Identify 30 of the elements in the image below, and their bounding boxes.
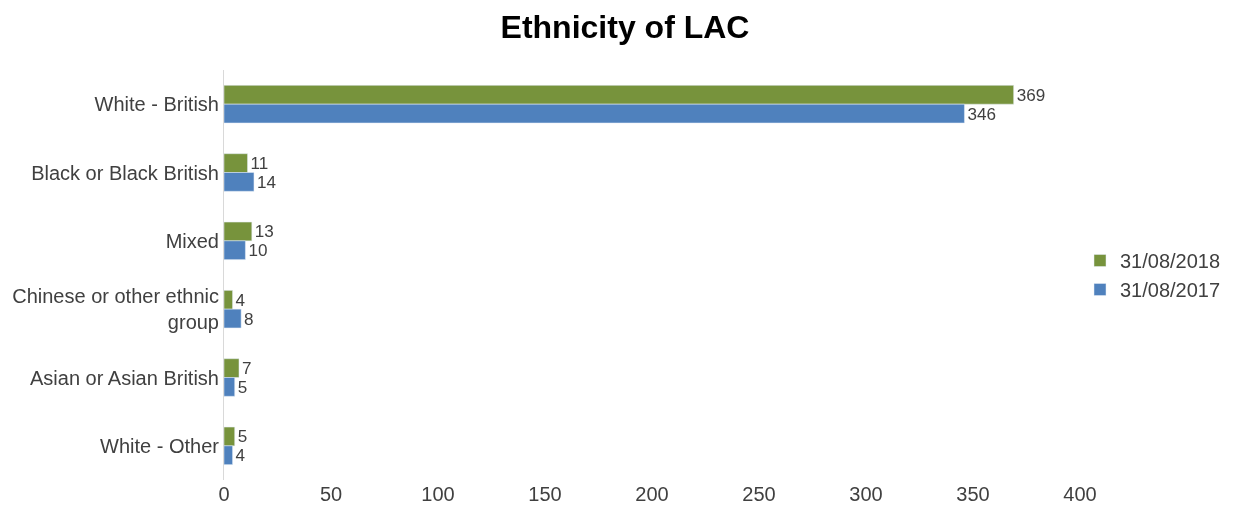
data-label: 11 bbox=[250, 154, 269, 174]
data-label: 369 bbox=[1016, 85, 1046, 105]
x-tick-label: 350 bbox=[956, 483, 990, 505]
x-tick-label: 250 bbox=[742, 483, 776, 505]
y-tick-label: Mixed bbox=[165, 229, 219, 252]
x-tick-label: 0 bbox=[218, 483, 230, 505]
x-tick-label: 50 bbox=[319, 483, 343, 505]
data-label: 4 bbox=[235, 290, 246, 310]
data-label: 5 bbox=[237, 427, 248, 447]
legend-label: 31/08/2017 bbox=[1120, 279, 1221, 302]
data-label: 346 bbox=[967, 104, 996, 124]
y-tick-label: Black or Black British bbox=[31, 161, 219, 184]
data-label: 7 bbox=[241, 359, 252, 379]
data-label: 13 bbox=[254, 222, 274, 242]
x-tick-label: 400 bbox=[1063, 483, 1097, 505]
legend-label: 31/08/2018 bbox=[1120, 250, 1221, 273]
y-tick-label: Asian or Asian British bbox=[30, 366, 219, 389]
data-label: 14 bbox=[256, 172, 276, 192]
y-tick-label: Chinese or other ethnic group bbox=[12, 285, 219, 334]
data-label: 4 bbox=[235, 446, 246, 466]
x-tick-label: 150 bbox=[528, 483, 562, 505]
data-label: 5 bbox=[237, 377, 248, 397]
data-label: 10 bbox=[248, 241, 268, 261]
data-label: 8 bbox=[244, 309, 254, 329]
x-tick-label: 300 bbox=[849, 483, 883, 505]
x-tick-label: 100 bbox=[421, 483, 455, 505]
chart-title: Ethnicity of LAC bbox=[500, 9, 750, 45]
y-tick-label: White - British bbox=[94, 93, 219, 116]
y-tick-label: White - Other bbox=[100, 434, 220, 457]
x-tick-label: 200 bbox=[635, 483, 669, 505]
